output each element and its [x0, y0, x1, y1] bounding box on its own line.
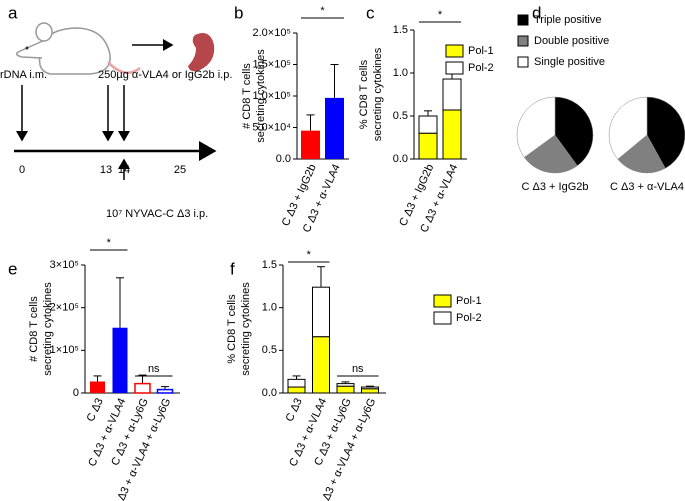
bar [156, 388, 174, 394]
y-axis-label: % CD8 T cells [358, 59, 370, 129]
y-axis-label: secreting cytokines [255, 49, 267, 143]
legend-swatch [445, 44, 464, 58]
panel-letter: e [8, 259, 17, 278]
bar [301, 130, 320, 159]
panel-letter: f [230, 259, 235, 278]
day-label: 25 [174, 164, 186, 176]
legend-label: Double positive [534, 35, 609, 47]
panel-letter: a [8, 3, 18, 22]
bar-segment [418, 115, 438, 134]
y-tick-label: 5.0×10⁴ [252, 121, 291, 133]
y-tick-label: 1.0×10⁵ [252, 90, 291, 102]
bar-segment [418, 132, 438, 160]
legend-label: Pol-1 [456, 295, 482, 307]
bar-segment [442, 78, 462, 111]
legend-swatch [433, 294, 452, 308]
legend-label: Pol-2 [456, 312, 482, 324]
pie-label: C Δ3 + α-VLA4 [610, 181, 684, 193]
panel-a: a rDNA i.m. 250µg α-VLA4 or IgG2b i.p. 0… [0, 3, 232, 219]
y-axis-label: # CD8 T cells [28, 296, 40, 362]
y-tick-label: 1.0 [262, 302, 277, 314]
x-tick-label: C Δ3 [284, 396, 305, 423]
panel-letter: d [532, 3, 541, 22]
significance-label: * [107, 237, 112, 249]
mouse-icon [15, 22, 141, 75]
panel-letter: c [366, 3, 375, 22]
y-tick-label: 0.0 [276, 153, 291, 165]
bar-segment [312, 286, 330, 338]
bar-segment [336, 385, 355, 394]
legend-swatch [433, 311, 452, 325]
pie-slice [523, 134, 578, 174]
bar-segment [361, 388, 379, 394]
y-axis-label: # CD8 T cells [241, 63, 253, 129]
legend-label: Triple positive [534, 14, 601, 26]
legend-swatch [517, 14, 529, 26]
label: 10⁷ NYVAC-C Δ3 i.p. [106, 208, 208, 220]
y-tick-label: 0.0 [393, 153, 408, 165]
bar-segment [442, 109, 462, 160]
legend-label: Pol-2 [468, 62, 494, 74]
y-tick-label: 2.0×10⁵ [252, 27, 291, 39]
y-axis-label: % CD8 T cells [226, 294, 238, 364]
label: rDNA i.m. [0, 69, 47, 81]
bar [134, 382, 151, 394]
day-label: 13 [100, 164, 112, 176]
pie-slice [617, 134, 666, 174]
day-label: 0 [19, 164, 25, 176]
day-label: 14 [118, 164, 130, 176]
y-axis-label: secreting cytokines [240, 282, 252, 376]
significance-label: * [438, 9, 443, 21]
pie-slice [554, 96, 594, 167]
y-tick-label: 1.5 [393, 24, 408, 36]
pie-label: C Δ3 + IgG2b [522, 181, 589, 193]
significance-label: ns [148, 363, 160, 375]
panel-letter: b [234, 3, 243, 22]
y-tick-label: 3×10⁵ [50, 259, 79, 271]
legend-swatch [517, 35, 529, 47]
y-tick-label: 1.5×10⁵ [252, 58, 291, 70]
x-tick-label: C Δ3 [85, 396, 106, 423]
y-axis-label: secreting cytokines [42, 282, 54, 376]
kidney-icon [188, 32, 215, 72]
pie-slice [646, 96, 685, 169]
bar-segment [336, 383, 355, 387]
y-tick-label: 2×10⁵ [50, 302, 79, 314]
bar-segment [287, 386, 306, 394]
significance-label: * [320, 5, 325, 17]
y-tick-label: 0 [73, 387, 79, 399]
pie-slice [516, 96, 556, 158]
legend-label: Single positive [534, 56, 605, 68]
bar [325, 97, 344, 159]
bar-segment [361, 386, 379, 390]
significance-label: ns [352, 363, 364, 375]
y-tick-label: 1.0 [393, 67, 408, 79]
significance-label: * [307, 249, 312, 261]
y-tick-label: 1.5 [262, 259, 277, 271]
bar-segment [287, 378, 306, 388]
bar-segment [312, 336, 330, 394]
legend-swatch [517, 56, 529, 68]
pie-slice [608, 96, 648, 160]
bar [90, 381, 105, 393]
y-tick-label: 0.0 [262, 387, 277, 399]
legend-swatch [445, 61, 464, 75]
y-tick-label: 0.5 [393, 110, 408, 122]
y-axis-label: secreting cytokines [372, 47, 384, 141]
y-tick-label: 1×10⁵ [50, 344, 79, 356]
legend-label: Pol-1 [468, 45, 494, 57]
label: 250µg α-VLA4 or IgG2b i.p. [98, 69, 232, 81]
bar [112, 327, 128, 393]
y-tick-label: 0.5 [262, 344, 277, 356]
